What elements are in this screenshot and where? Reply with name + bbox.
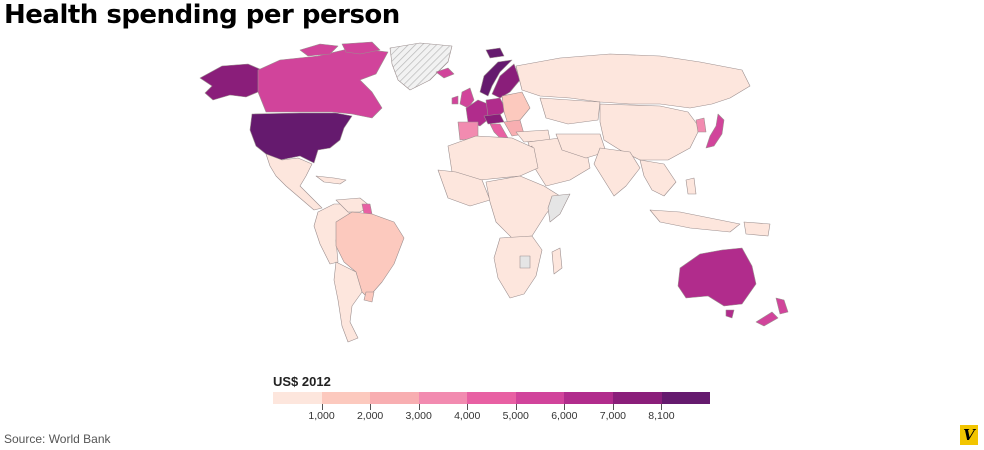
legend-tick [515,404,517,410]
legend-tick-label: 7,000 [599,410,627,422]
region-mongolia-china [599,103,701,161]
region-korea [695,117,707,133]
legend-tick-label: 6,000 [551,410,578,422]
legend-tick-label: 5,000 [502,410,529,422]
legend-tick-label: 3,000 [405,410,432,422]
legend-tick [418,404,420,410]
region-norway [479,59,513,97]
region-australia [677,247,757,307]
region-madagascar [551,247,563,275]
region-uruguay [363,291,375,303]
region-iceland [435,67,455,79]
region-iran-afghanistan [555,133,607,159]
region-caribbean [315,175,347,185]
region-eastern-europe [501,91,531,125]
region-new-zealand-south [755,311,779,327]
region-india [593,147,641,197]
region-kazakhstan [539,97,601,125]
region-svalbard [485,47,505,59]
vox-logo: V [960,425,978,445]
legend-title: US$ 2012 [273,374,331,389]
region-argentina-chile [333,261,363,343]
legend-color-scale [273,392,711,404]
region-greenland [389,42,453,91]
legend-tick-label: 1,000 [308,410,335,422]
legend-swatch [467,392,516,404]
legend-tick-label: 2,000 [356,410,384,422]
legend-tick-label: 4,000 [454,410,481,422]
source-note: Source: World Bank [4,432,111,446]
region-mexico [265,153,323,211]
legend-swatch [321,392,371,404]
region-alaska [199,63,263,101]
region-arctic-islands [299,43,339,57]
region-uk [459,87,475,109]
region-germany-central [485,97,507,119]
legend-tick [370,404,372,410]
legend-swatch [273,392,322,404]
legend-swatch [370,392,419,404]
region-russia [515,53,751,109]
region-zimbabwe [519,255,531,269]
region-philippines [685,177,697,195]
legend-tick [321,404,323,410]
region-southeast-asia [639,159,677,197]
region-ireland [451,95,459,105]
legend-tick [564,404,566,410]
region-central-africa [485,175,561,239]
legend-swatch [515,392,565,404]
region-canada [257,47,389,119]
region-tasmania [725,309,735,319]
legend-swatch [661,392,711,404]
region-indonesia [649,209,741,233]
chart-title: Health spending per person [4,0,400,30]
region-arctic-islands-2 [341,41,381,55]
region-switzerland-austria [483,113,505,125]
region-french-guiana [361,203,373,215]
region-new-zealand-north [775,297,789,315]
legend-tick [612,404,614,410]
region-papua [743,221,771,237]
region-somalia [547,193,571,223]
region-brazil [335,211,405,299]
region-usa [249,112,353,164]
legend-tick [467,404,469,410]
legend-tick [661,404,663,410]
region-japan [705,113,725,149]
legend-swatch [418,392,468,404]
region-southern-africa [493,235,543,299]
legend-tick-label: 8,100 [648,410,675,422]
legend-swatch [564,392,613,404]
legend-ticks: 1,000 2,000 3,000 4,000 5,000 6,000 7,000 8,100 [273,404,710,434]
legend-swatch [612,392,662,404]
